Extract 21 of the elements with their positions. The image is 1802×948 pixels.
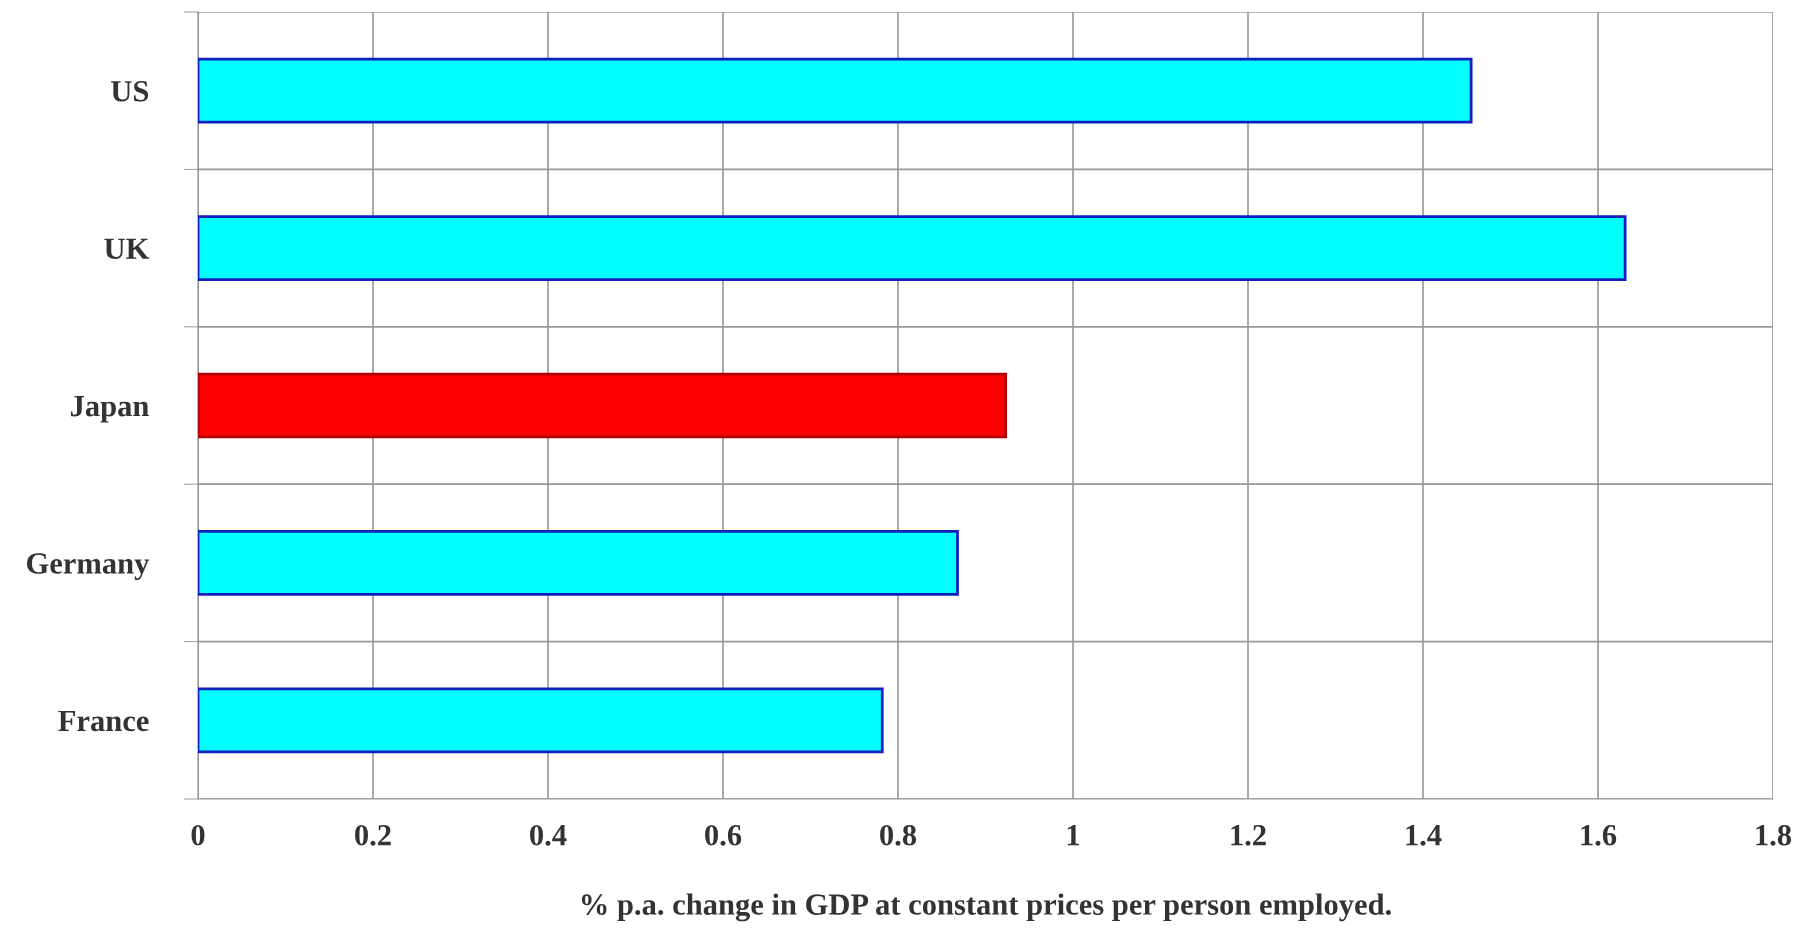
bar xyxy=(198,530,959,596)
x-tick-label: 1.4 xyxy=(1406,825,1442,846)
y-tick-label: UK xyxy=(104,238,150,259)
y-tick-label: France xyxy=(58,710,149,732)
x-tick-label: 1.6 xyxy=(1581,824,1617,846)
x-tick-label: 1 xyxy=(1067,825,1080,846)
x-tick-label: 0 xyxy=(191,824,205,846)
x-tick-label: 1.8 xyxy=(1756,824,1792,846)
y-tick-label: Germany xyxy=(26,553,150,581)
y-tick-label: US xyxy=(111,81,149,102)
x-axis-title: % p.a. change in GDP at constant prices per person employed. xyxy=(581,893,1391,922)
bar xyxy=(198,57,1473,124)
x-tick-label: 0.8 xyxy=(880,824,917,846)
x-tick-label: 0.2 xyxy=(355,824,391,846)
bar xyxy=(198,687,884,754)
x-tick-label: 1.2 xyxy=(1231,824,1266,846)
x-tick-label: 0.4 xyxy=(530,824,567,846)
bar xyxy=(198,372,1008,439)
bar xyxy=(198,215,1627,281)
x-tick-label: 0.6 xyxy=(705,824,742,846)
y-tick-label: Japan xyxy=(70,396,149,423)
